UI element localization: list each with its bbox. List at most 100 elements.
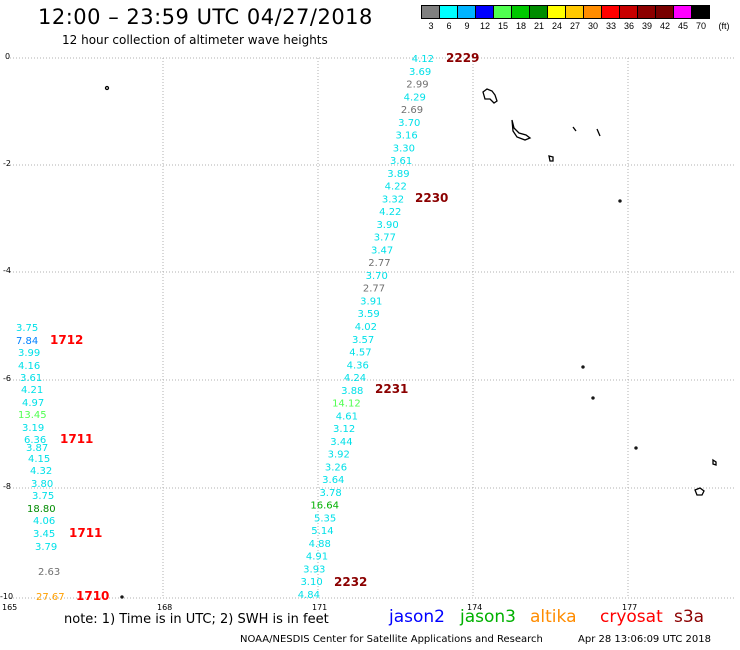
wave-height-value: 3.90 (376, 220, 398, 231)
wave-height-value: 4.84 (298, 590, 320, 601)
island (482, 88, 498, 104)
wave-height-value: 3.80 (31, 479, 53, 490)
wave-height-value: 3.70 (398, 118, 420, 129)
pass-time-label: 2229 (446, 51, 479, 65)
colorbar (421, 5, 710, 19)
wave-height-value: 4.12 (412, 54, 434, 65)
map-subtitle: 12 hour collection of altimeter wave hei… (62, 33, 328, 47)
wave-height-value: 3.79 (35, 542, 57, 553)
wave-height-value: 27.67 (36, 592, 65, 603)
legend-jason2: jason2 (389, 607, 445, 627)
colorbar-label: 70 (695, 21, 707, 31)
wave-height-value: 5.14 (311, 526, 333, 537)
lat-label: -6 (3, 374, 11, 383)
wave-height-value: 3.77 (374, 233, 396, 244)
pass-time-label: 1710 (76, 589, 109, 603)
wave-height-value: 2.99 (406, 80, 428, 91)
lon-label: 174 (467, 603, 483, 612)
wave-height-value: 5.35 (314, 513, 336, 524)
wave-height-value: 3.44 (330, 437, 352, 448)
wave-height-value: 3.45 (33, 529, 55, 540)
wave-height-value: 4.16 (18, 361, 40, 372)
wave-height-value: 3.88 (341, 386, 363, 397)
wave-height-value: 3.78 (319, 488, 341, 499)
island (712, 458, 717, 466)
wave-height-value: 3.64 (322, 475, 344, 486)
wave-height-value: 3.59 (357, 309, 379, 320)
wave-height-value: 18.80 (27, 504, 56, 515)
colorbar-label: 12 (479, 21, 491, 31)
island (591, 396, 595, 400)
pass-time-label: 2230 (415, 191, 448, 205)
wave-height-value: 4.91 (306, 552, 328, 563)
colorbar-label: 24 (551, 21, 563, 31)
wave-height-value: 3.57 (352, 335, 374, 346)
wave-height-value: 3.70 (366, 271, 388, 282)
island (596, 128, 601, 137)
lon-label: 177 (622, 603, 638, 612)
island (634, 446, 638, 450)
colorbar-labels: 3 6 9 12 15 18 21 24 27 30 33 36 39 42 45 70 (ft) (422, 21, 740, 33)
lat-label: -10 (0, 592, 14, 601)
island (618, 199, 622, 203)
colorbar-label: 39 (641, 21, 653, 31)
island (511, 119, 532, 141)
island (694, 487, 705, 496)
legend-s3a: s3a (674, 607, 705, 627)
wave-height-value: 4.21 (21, 385, 43, 396)
wave-height-value: 4.57 (349, 348, 371, 359)
wave-height-value: 4.02 (355, 322, 377, 333)
lat-label: -2 (3, 159, 11, 168)
colorbar-label: 21 (533, 21, 545, 31)
pass-time-label: 2231 (375, 382, 408, 396)
wave-height-value: 3.91 (360, 296, 382, 307)
map-grid (10, 57, 735, 599)
wave-height-value: 3.47 (371, 245, 393, 256)
wave-height-value: 3.75 (32, 491, 54, 502)
wave-height-value: 3.75 (16, 323, 38, 334)
wave-height-value: 4.32 (30, 466, 52, 477)
wave-height-value: 4.88 (309, 539, 331, 550)
colorbar-label: 18 (515, 21, 527, 31)
map-title: 12:00 – 23:59 UTC 04/27/2018 (38, 5, 373, 29)
wave-height-value: 2.63 (38, 567, 60, 578)
wave-height-value: 2.77 (363, 284, 385, 295)
wave-height-value: 3.10 (300, 577, 322, 588)
colorbar-label: 9 (464, 21, 470, 31)
colorbar-unit: (ft) (718, 21, 730, 31)
island (120, 595, 124, 599)
island (572, 126, 577, 132)
wave-height-value: 3.32 (382, 194, 404, 205)
wave-height-value: 3.99 (18, 348, 40, 359)
pass-time-label: 1711 (60, 432, 93, 446)
wave-height-value: 3.69 (409, 67, 431, 78)
pass-time-label: 2232 (334, 575, 367, 589)
wave-height-value: 4.22 (385, 182, 407, 193)
footer-timestamp: Apr 28 13:06:09 UTC 2018 (578, 634, 711, 645)
wave-height-value: 4.97 (22, 398, 44, 409)
wave-height-value: 4.22 (379, 207, 401, 218)
lat-label: 0 (5, 52, 11, 61)
wave-height-value: 3.89 (387, 169, 409, 180)
altimeter-tracks: 4.12 3.69 2.994.29 2.69 3.70 3.163.30 3.61 3.89… (16, 51, 479, 603)
wave-height-value: 3.61 (390, 156, 412, 167)
wave-height-value: 4.61 (336, 411, 358, 422)
lat-label: -8 (3, 482, 11, 491)
wave-height-value: 3.87 (26, 443, 48, 454)
pass-time-label: 1711 (69, 526, 102, 540)
wave-height-value: 4.29 (404, 92, 426, 103)
island-outlines (104, 85, 717, 599)
lon-label: 165 (2, 603, 18, 612)
island (581, 365, 585, 369)
wave-height-value: 3.92 (328, 450, 350, 461)
wave-height-value: 3.16 (395, 131, 417, 142)
footer-credit: NOAA/NESDIS Center for Satellite Applica… (240, 634, 543, 645)
island (104, 85, 110, 91)
colorbar-label: 30 (587, 21, 599, 31)
island (548, 155, 554, 162)
colorbar-label: 3 (428, 21, 434, 31)
wave-height-value: 2.69 (401, 105, 423, 116)
colorbar-label: 27 (569, 21, 581, 31)
colorbar-label: 33 (605, 21, 617, 31)
colorbar-label: 36 (623, 21, 635, 31)
